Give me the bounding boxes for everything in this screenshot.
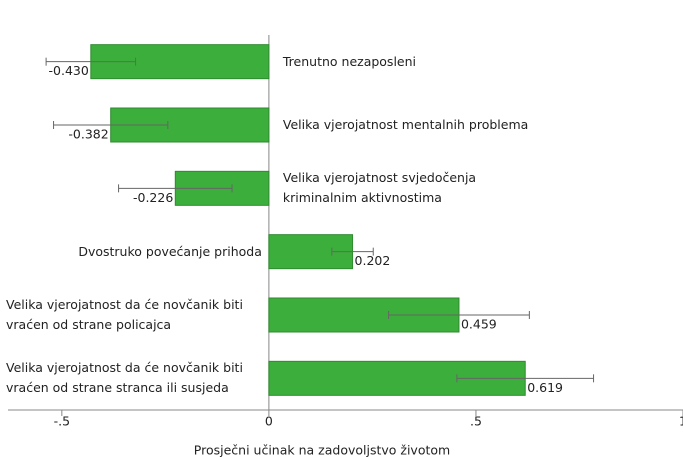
category-label: Dvostruko povećanje prihoda: [6, 212, 262, 292]
x-tick-label: -.5: [54, 414, 70, 429]
value-label: 0.619: [527, 380, 563, 395]
category-text: Dvostruko povećanje prihoda: [78, 243, 262, 259]
category-label: Velika vjerojatnost svjedočenja kriminal…: [283, 148, 545, 228]
category-text: Velika vjerojatnost svjedočenja kriminal…: [282, 170, 477, 206]
value-label: -0.430: [49, 63, 89, 78]
x-tick-label: 0: [265, 414, 273, 429]
category-label: Velika vjerojatnost da će novčanik biti …: [6, 338, 262, 418]
category-text: Velika vjerojatnost da će novčanik biti …: [6, 360, 243, 396]
category-label: Trenutno nezaposleni: [283, 22, 545, 102]
x-tick-label: .5: [470, 414, 482, 429]
x-tick-label: 1: [679, 414, 683, 429]
category-text: Trenutno nezaposleni: [282, 53, 417, 69]
value-label: 0.459: [461, 317, 497, 332]
value-label: 0.202: [355, 253, 391, 268]
value-label: -0.382: [68, 127, 108, 142]
category-text: Velika vjerojatnost da će novčanik biti …: [6, 297, 243, 332]
x-axis-label: Prosječni učinak na zadovoljstvo životom: [194, 443, 450, 457]
category-label: Velika vjerojatnost mentalnih problema: [283, 85, 545, 165]
value-label: -0.226: [133, 190, 173, 205]
category-text: Velika vjerojatnost mentalnih problema: [282, 117, 529, 132]
category-label: Velika vjerojatnost da će novčanik biti …: [6, 275, 262, 355]
